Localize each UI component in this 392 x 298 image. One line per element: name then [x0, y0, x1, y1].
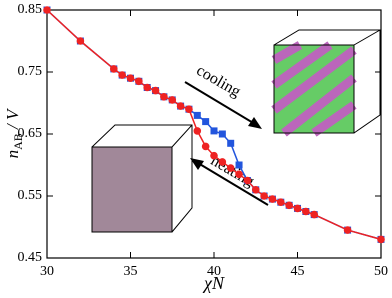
annotation: cooling: [193, 62, 243, 101]
point: [135, 77, 143, 86]
inset-edges: [91, 124, 193, 233]
point: [76, 37, 85, 45]
x-tick-label: 45: [291, 264, 305, 279]
point: [193, 111, 201, 119]
x-tick-label: 30: [40, 264, 54, 279]
point: [151, 86, 160, 95]
point: [218, 158, 227, 166]
point: [176, 102, 185, 110]
arrow: [184, 81, 256, 125]
y-tick-label: 0.75: [18, 64, 43, 79]
inset-face: [92, 147, 172, 232]
point: [251, 186, 260, 194]
x-tick-label: 40: [207, 264, 221, 279]
x-tick-label: 50: [374, 264, 388, 279]
y-tick-label: 0.85: [18, 2, 43, 17]
point: [343, 226, 352, 234]
point: [293, 204, 302, 213]
point: [277, 198, 285, 206]
y-tick-label: 0.55: [18, 188, 43, 203]
inset-edges: [273, 29, 381, 134]
x-tick-label: 35: [124, 264, 138, 279]
inset-stripes: [271, 41, 357, 137]
point: [377, 235, 385, 244]
point: [143, 83, 151, 92]
point: [235, 170, 243, 179]
point: [43, 6, 51, 14]
arrow-head: [190, 158, 204, 170]
point: [227, 139, 235, 147]
point: [268, 195, 277, 203]
point: [118, 71, 126, 79]
point: [185, 105, 193, 113]
point: [310, 210, 319, 219]
y-label-part: AB: [11, 133, 25, 150]
inset-disordered: [91, 124, 193, 233]
point: [168, 96, 177, 104]
point: [160, 93, 168, 101]
inset-lamellar: [271, 29, 381, 137]
point: [126, 74, 135, 82]
point: [210, 151, 218, 160]
y-label-part: / V: [3, 107, 22, 133]
y-axis-label: nAB / V: [3, 107, 25, 158]
x-axis-label: χN: [202, 273, 225, 293]
point: [260, 192, 268, 200]
arrow: [197, 162, 269, 206]
point: [202, 118, 210, 126]
point: [210, 127, 218, 135]
point: [193, 127, 202, 135]
arrow-head: [248, 117, 262, 129]
y-label-part: n: [3, 150, 22, 159]
inset-edges: [91, 146, 173, 233]
y-tick-label: 0.65: [18, 126, 43, 141]
point: [218, 130, 226, 138]
inset-edges: [273, 44, 355, 134]
point: [201, 142, 210, 151]
point: [285, 201, 293, 210]
point: [235, 161, 243, 169]
y-tick-label: 0.45: [18, 250, 43, 265]
point: [226, 164, 235, 172]
point: [243, 176, 252, 185]
point: [110, 65, 118, 73]
point: [302, 207, 310, 216]
